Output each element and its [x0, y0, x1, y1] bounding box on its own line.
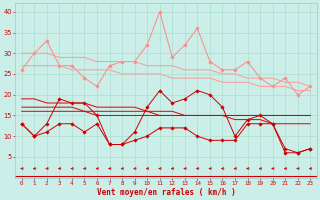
X-axis label: Vent moyen/en rafales ( km/h ): Vent moyen/en rafales ( km/h ): [97, 188, 236, 197]
